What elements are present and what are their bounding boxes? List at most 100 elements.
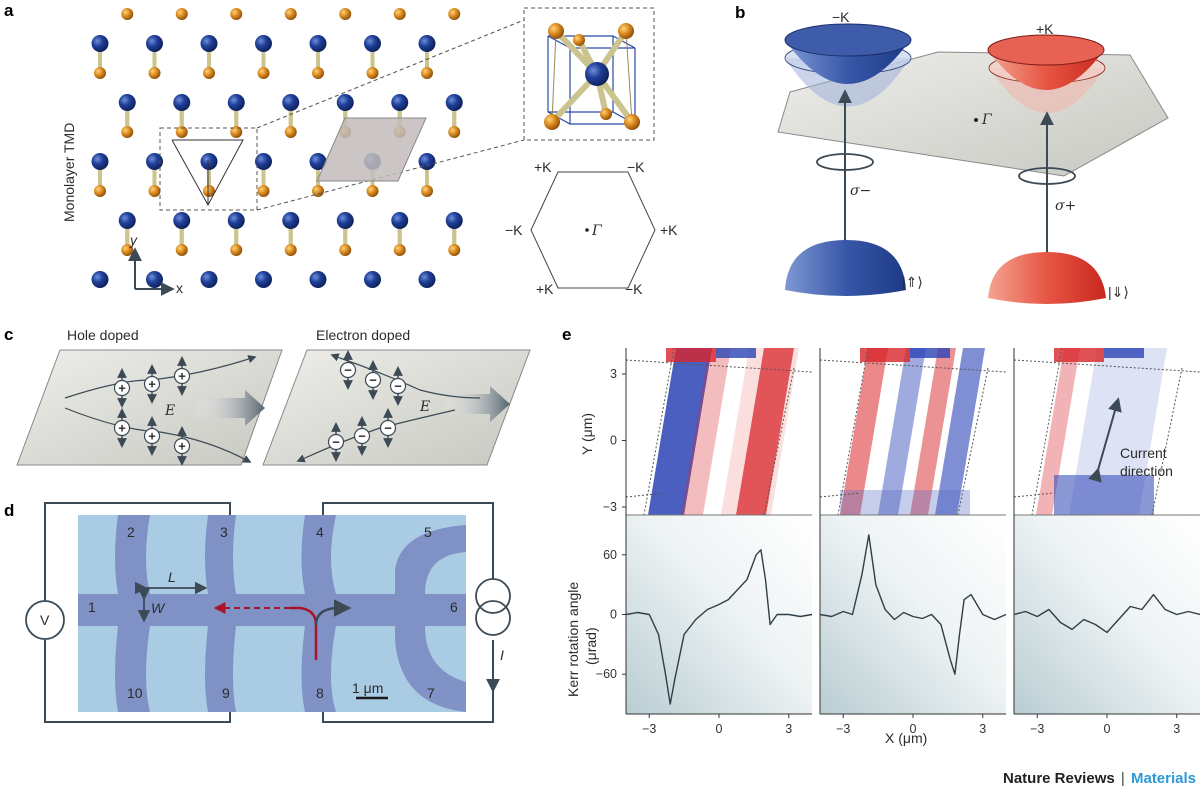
kerr-tick: −60	[596, 667, 617, 681]
electron-plane	[262, 349, 531, 466]
contact-6: 6	[450, 599, 458, 615]
width-label: W	[151, 600, 166, 616]
panel-c: c Hole doped Electron doped E E + + + + + + − −…	[4, 325, 531, 466]
bz-bottom-left: +K	[536, 281, 554, 297]
panel-a-label: a	[4, 1, 14, 20]
contact-9: 9	[222, 685, 230, 701]
x-tick: −3	[1030, 722, 1044, 736]
panel-e: e 3 0 −3 −3 0 3 −3 0 3 −3 0 3 60 0 −60 Y (μm) Kerr ro…	[562, 325, 1200, 746]
sigma-minus: σ−	[850, 183, 871, 199]
electron-field-arrow	[440, 386, 510, 422]
kerr-map-1	[625, 347, 813, 516]
scale-bar-label: 1 μm	[352, 680, 383, 696]
svg-text:+: +	[118, 421, 126, 436]
electron-doped-title: Electron doped	[316, 327, 410, 343]
electron-carrier: −	[364, 360, 382, 400]
kerr-line-plots: −3 0 3 −3 0 3 −3 0 3 60 0 −60	[596, 348, 1200, 736]
electron-field-label: E	[419, 399, 430, 415]
electron-trajectory-top	[339, 357, 481, 399]
current-source-bottom	[475, 600, 511, 636]
kerr-series-2	[819, 534, 1007, 675]
valence-band-right	[988, 252, 1106, 304]
voltmeter-label: V	[40, 612, 50, 628]
hole-field-arrow	[192, 390, 265, 426]
current-label: I	[500, 647, 504, 663]
kerr-tick: 60	[603, 548, 617, 562]
kerr-map-3	[1013, 347, 1200, 516]
lattice-axes: y x	[128, 232, 183, 296]
svg-text:−: −	[344, 363, 352, 378]
brillouin-plane	[316, 117, 427, 182]
hole-doped-title: Hole doped	[67, 327, 139, 343]
wire-left-top	[44, 502, 231, 605]
voltmeter	[25, 600, 65, 640]
sigma-plus: σ+	[1055, 198, 1076, 214]
svg-text:−: −	[369, 373, 377, 388]
x-axis-label: X (μm)	[885, 730, 927, 746]
b-gamma: Γ	[981, 112, 993, 128]
bz-gamma: Γ	[591, 223, 603, 239]
charge-current-arrow	[314, 599, 352, 626]
panel-a: a Monolayer TMD	[4, 1, 678, 297]
contact-4: 4	[316, 524, 324, 540]
monolayer-tmd-label: Monolayer TMD	[61, 123, 77, 222]
journal-name: Nature Reviews	[1002, 770, 1115, 787]
hall-bar	[78, 515, 466, 712]
y-tick: 0	[610, 434, 617, 448]
contact-2: 2	[127, 524, 135, 540]
hole-plane	[16, 349, 283, 466]
current-annotation-2: direction	[1120, 463, 1173, 479]
svg-text:−: −	[358, 429, 366, 444]
x-tick: −3	[836, 722, 850, 736]
electron-carrier: −	[353, 416, 371, 456]
axis-y-label: y	[129, 232, 138, 248]
electron-carrier: −	[379, 408, 397, 448]
current-direction-arrow	[1088, 397, 1122, 483]
bz-top-left: +K	[534, 159, 552, 175]
axis-x-label: x	[176, 280, 183, 296]
svg-text:−: −	[332, 435, 340, 450]
spin-up-label: |⇑⟩	[902, 274, 923, 290]
panel-e-label: e	[562, 325, 571, 344]
journal-footer: Nature Reviews | Materials	[1003, 770, 1196, 787]
y-tick: −3	[603, 500, 617, 514]
panel-c-label: c	[4, 325, 13, 344]
kerr-plot-1: −3 0 3	[625, 348, 813, 736]
electron-carrier: −	[339, 350, 357, 390]
panel-d-label: d	[4, 501, 14, 520]
hole-carrier: +	[113, 408, 131, 448]
svg-text:+: +	[178, 439, 186, 454]
x-tick: 0	[1104, 722, 1111, 736]
svg-text:+: +	[118, 381, 126, 396]
electron-carrier: −	[327, 422, 345, 462]
svg-text:−: −	[394, 379, 402, 394]
journal-section: Materials	[1130, 770, 1196, 787]
unit-cell-box	[159, 127, 258, 211]
kerr-series-1	[625, 549, 813, 705]
prismatic-unit	[544, 23, 640, 130]
kerr-maps: 3 0 −3	[603, 347, 1200, 516]
kerr-axis-label-1: Kerr rotation angle	[565, 582, 581, 697]
svg-text:−: −	[384, 421, 392, 436]
carriers: + + + + + + − − − − − −	[113, 350, 407, 466]
brillouin-zone: +K −K −K +K +K −K Γ	[505, 159, 678, 297]
wire-right-top	[322, 502, 494, 580]
current-annotation-1: Current	[1120, 445, 1167, 461]
contact-7: 7	[427, 685, 435, 701]
valley-minus-k: −K	[784, 9, 912, 107]
hole-carrier: +	[173, 356, 191, 396]
contact-labels: 1 2 3 4 5 6 7 8 9 10	[88, 524, 458, 701]
x-tick: 0	[910, 722, 917, 736]
projection-line-top	[256, 19, 525, 129]
kerr-plot-2: −3 0 3	[819, 348, 1007, 736]
y-axis-label: Y (μm)	[579, 413, 595, 455]
contact-1: 1	[88, 599, 96, 615]
panel-b: b Γ −K +K σ− σ+ |⇑⟩ |⇓⟩	[735, 3, 1169, 304]
bz-top-right: −K	[627, 159, 645, 175]
circular-pol-left	[816, 153, 874, 171]
valley-minus-k-label: −K	[832, 9, 850, 25]
bz-left: −K	[505, 222, 523, 238]
valence-band-left	[785, 240, 906, 296]
